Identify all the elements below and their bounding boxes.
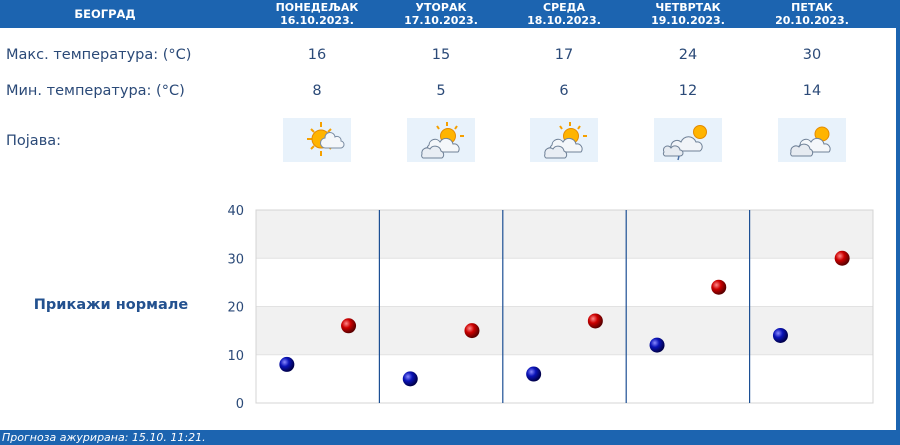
cloud-drizzle-icon bbox=[654, 118, 722, 162]
y-tick-label: 10 bbox=[227, 349, 244, 364]
day-header: ПОНЕДЕЉАК 16.10.2023. bbox=[262, 1, 372, 27]
day-name: ПЕТАК bbox=[791, 1, 833, 14]
temperature-chart: 0 10 20 30 40 bbox=[227, 204, 874, 412]
partly-cloudy-icon bbox=[530, 118, 598, 162]
max-temp-point bbox=[587, 313, 603, 329]
max-temp-value: 17 bbox=[554, 47, 574, 63]
min-temp-value: 5 bbox=[436, 83, 446, 99]
y-tick-label: 20 bbox=[227, 301, 244, 316]
right-edge-bar bbox=[896, 0, 900, 445]
day-header: ЧЕТВРТАК 19.10.2023. bbox=[633, 1, 743, 27]
grid-band bbox=[256, 210, 873, 259]
day-header: ПЕТАК 20.10.2023. bbox=[757, 1, 867, 27]
cloudy-sun-icon bbox=[778, 118, 846, 162]
max-temp-point bbox=[464, 323, 480, 339]
forecast-updated-text: Прогноза ажурирана: 15.10. 11:21. bbox=[2, 431, 206, 444]
max-temp-label: Макс. температура: (°C) bbox=[6, 47, 192, 63]
day-header: СРЕДА 18.10.2023. bbox=[509, 1, 619, 27]
max-temp-value: 30 bbox=[802, 47, 822, 63]
day-date: 19.10.2023. bbox=[651, 14, 725, 27]
max-temp-value: 24 bbox=[678, 47, 698, 63]
day-header: УТОРАК 17.10.2023. bbox=[386, 1, 496, 27]
min-temp-label: Мин. температура: (°C) bbox=[6, 83, 185, 99]
y-tick-label: 40 bbox=[227, 204, 244, 219]
grid-band bbox=[256, 306, 873, 355]
forecast-header: БЕОГРАД ПОНЕДЕЉАК 16.10.2023. УТОРАК 17.… bbox=[0, 0, 900, 28]
min-temp-point bbox=[772, 327, 788, 343]
plot-frame bbox=[255, 209, 874, 404]
max-temp-point bbox=[834, 250, 850, 266]
day-date: 16.10.2023. bbox=[280, 14, 354, 27]
min-temp-point bbox=[279, 356, 295, 372]
min-temp-point bbox=[402, 371, 418, 387]
min-temp-value: 6 bbox=[559, 83, 569, 99]
min-temp-value: 14 bbox=[802, 83, 822, 99]
min-temp-point bbox=[649, 337, 665, 353]
min-temp-value: 12 bbox=[678, 83, 698, 99]
show-normals-link[interactable]: Прикажи нормале bbox=[33, 297, 189, 313]
max-temp-point bbox=[341, 318, 357, 334]
min-temp-point bbox=[526, 366, 542, 382]
partly-cloudy-icon bbox=[407, 118, 475, 162]
day-date: 20.10.2023. bbox=[775, 14, 849, 27]
max-temp-value: 16 bbox=[307, 47, 327, 63]
grid-band bbox=[256, 354, 873, 403]
min-temp-value: 8 bbox=[312, 83, 322, 99]
y-tick-label: 0 bbox=[236, 397, 244, 412]
phenomenon-label: Појава: bbox=[6, 133, 62, 149]
day-date: 17.10.2023. bbox=[404, 14, 478, 27]
max-temp-value: 15 bbox=[431, 47, 451, 63]
city-name: БЕОГРАД bbox=[74, 7, 136, 21]
day-name: СРЕДА bbox=[543, 1, 585, 14]
grid-band bbox=[256, 258, 873, 307]
max-temp-point bbox=[711, 279, 727, 295]
footer-bar: Прогноза ажурирана: 15.10. 11:21. bbox=[0, 430, 900, 445]
day-name: ПОНЕДЕЉАК bbox=[275, 1, 359, 14]
day-date: 18.10.2023. bbox=[527, 14, 601, 27]
day-name: ЧЕТВРТАК bbox=[655, 1, 721, 14]
day-name: УТОРАК bbox=[415, 1, 467, 14]
y-tick-label: 30 bbox=[227, 252, 244, 267]
sun-cloud-icon bbox=[283, 118, 351, 162]
